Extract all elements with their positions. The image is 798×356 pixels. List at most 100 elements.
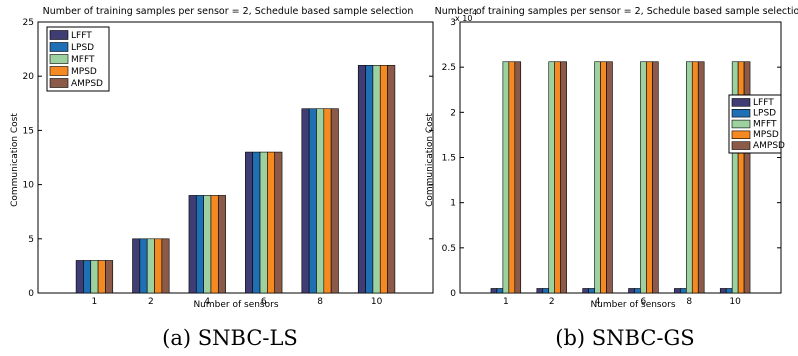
chart-b-y-exponent-power: 4 [472,8,477,17]
chart-b-xlabel: Number of sensors [590,300,675,310]
chart-a-bar [139,238,148,294]
chart-b-bar [594,61,601,294]
chart-b-legend-label: LFFT [753,98,774,108]
chart-b-legend-label: AMPSD [753,141,785,151]
chart-a-axes-box [37,21,434,294]
chart-a-bar [379,65,388,294]
chart-a-ytick-label: 10 [23,181,35,191]
chart-a-bar [330,108,339,294]
chart-a-ytick-label: 0 [28,289,34,299]
chart-b-bar [691,61,699,294]
chart-b-bar [680,288,687,294]
chart-b-ytick-label: 2.5 [442,63,456,73]
chart-a-xlabel: Number of sensors [193,300,278,310]
chart-a-xtick-label: 10 [371,297,383,307]
chart-a-bar [203,195,212,294]
chart-b-title: Number of training samples per sensor = … [435,6,798,17]
chart-b-xtick-label: 1 [503,297,509,307]
chart-a-bar [132,238,141,294]
chart-a-bar [274,151,283,294]
chart-a-bar [217,195,226,294]
chart-a-bar [267,151,276,294]
chart-b-legend-swatch [731,130,751,139]
chart-b-xtick-label: 8 [686,297,692,307]
chart-a-bar [90,260,99,294]
chart-a-legend-label: LPSD [71,43,94,53]
chart-b-legend-swatch [731,119,751,129]
chart-b-bar [697,61,705,294]
chart-b-xtick-label: 2 [549,297,555,307]
chart-b-bar [582,288,589,294]
chart-a-ytick-label: 5 [28,235,34,245]
chart-a-legend-swatch [49,42,69,52]
chart-b-legend-swatch [731,109,751,118]
chart-b-ytick-label: 1 [450,199,456,209]
chart-b-bar [628,288,635,294]
chart-a-bar [154,238,163,294]
chart-b-bar [600,61,607,294]
chart-a-xtick-label: 2 [148,297,154,307]
chart-b-legend-swatch [731,98,751,107]
chart-b-bar [508,61,516,294]
chart-a-ytick-label: 15 [23,126,34,136]
chart-a-bar [323,108,332,294]
chart-b-legend-label: MFFT [753,119,777,129]
chart-b-ylabel: Communication Cost [425,113,435,207]
chart-b-caption: (b) SNBC-GS [555,326,694,350]
chart-a-xtick-label: 6 [261,297,267,307]
chart-a-ytick-label: 20 [23,72,35,82]
chart-a-bar [365,65,374,294]
chart-a-legend-label: MPSD [71,67,97,77]
chart-b-bar [560,61,567,294]
chart-a-legend-label: LFFT [71,31,92,41]
chart-a-legend-swatch [49,30,69,40]
chart-b-bar [743,61,751,294]
chart-b-bar [496,288,504,294]
chart-b-bar [686,61,693,294]
chart-b-bar [640,61,647,294]
chart-b-bar [652,61,659,294]
chart-b-bar [542,288,550,294]
chart-b-legend-swatch [731,141,751,150]
chart-b-ytick-label: 0.5 [442,244,456,254]
chart-a-xtick-label: 4 [204,297,210,307]
chart-b-legend-label: LPSD [753,109,776,119]
chart-a-ylabel: Communication Cost [10,113,20,207]
chart-a-bar [252,151,261,294]
chart-a-legend-label: AMPSD [71,79,103,89]
chart-b-ytick-label: 0 [450,289,456,299]
chart-a-bar [245,151,254,294]
chart-b-bar [606,61,613,294]
chart-a-bar [188,195,197,294]
chart-b-bar [536,288,544,294]
chart-a: Number of training samples per sensor = … [10,6,434,350]
chart-a-bar [308,108,317,294]
chart-b-xtick-label: 4 [595,297,601,307]
chart-a-ytick-label: 25 [23,18,34,28]
chart-b-xtick-label: 10 [729,297,741,307]
chart-b-bar [725,288,733,294]
chart-a-bar [161,238,170,294]
chart-b-ytick-label: 1.5 [442,154,456,164]
chart-a-legend-label: MFFT [71,55,95,65]
chart-b-bar [502,61,510,294]
chart-b-bar [634,288,641,294]
chart-b-bar [719,288,727,294]
chart-b: Number of training samples per sensor = … [425,6,798,350]
chart-b-y-exponent: x 10 [455,14,472,23]
chart-a-bar [83,260,92,294]
chart-b-legend-label: MPSD [753,130,779,140]
chart-b-bar [674,288,681,294]
chart-b-ytick-label: 3 [450,18,456,28]
chart-a-bar [210,195,219,294]
chart-b-bar [548,61,555,294]
chart-b-xtick-label: 6 [641,297,647,307]
chart-a-bar [316,108,325,294]
chart-b-bar [588,288,595,294]
chart-b-ytick-label: 2 [450,108,456,118]
chart-a-bar [357,65,366,294]
chart-a-bar [372,65,381,294]
chart-a-bar [75,260,84,294]
chart-a-xtick-label: 1 [92,297,98,307]
